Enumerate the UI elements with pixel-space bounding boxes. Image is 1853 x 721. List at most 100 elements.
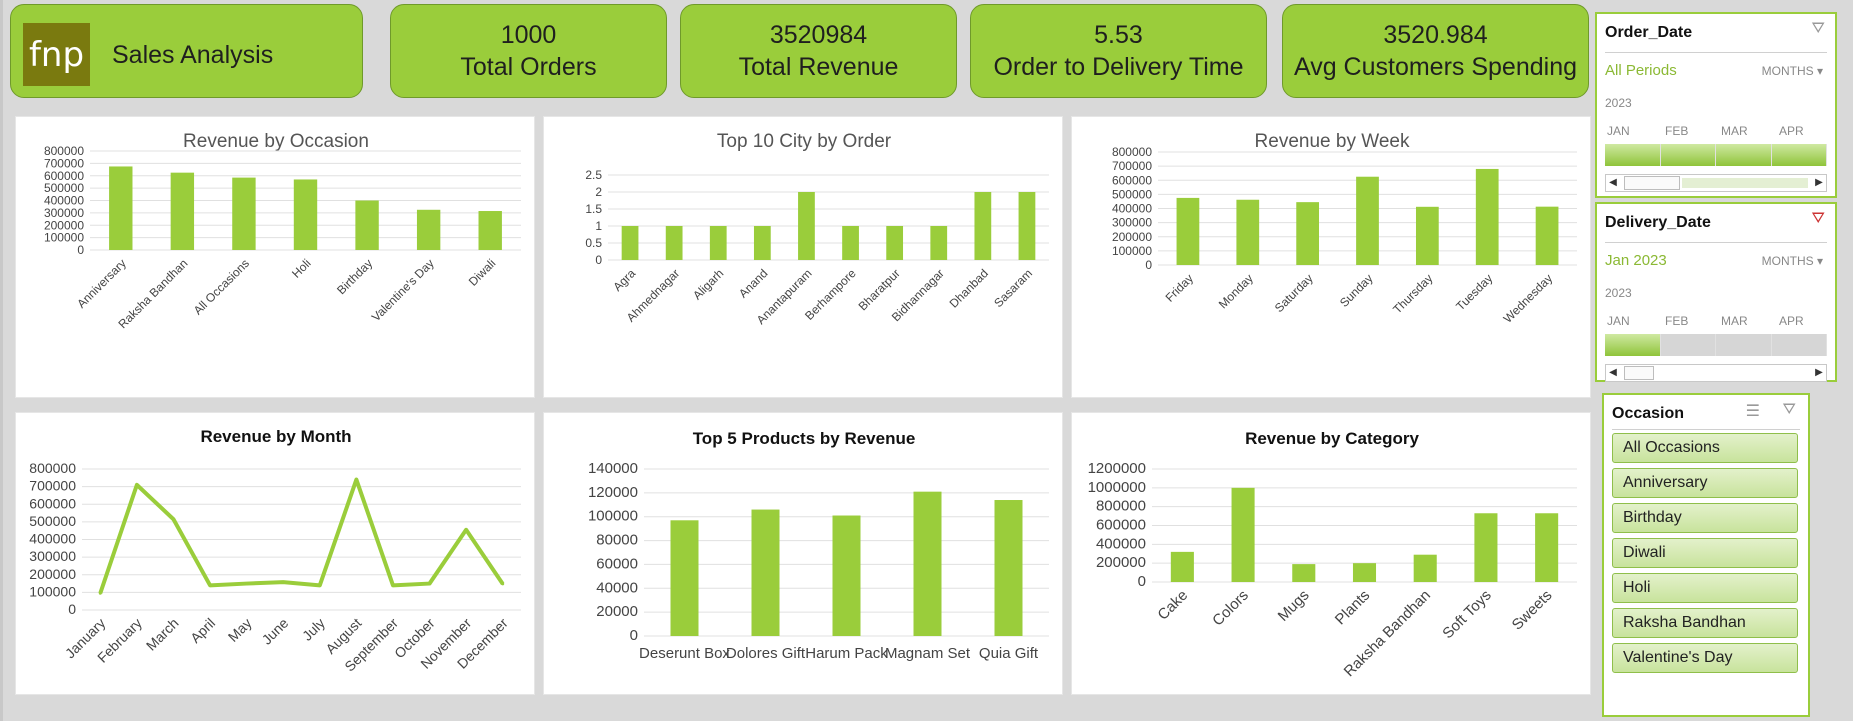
- bar: [753, 226, 771, 260]
- y-tick-label: 80000: [596, 532, 638, 549]
- x-tick-label: Sunday: [1337, 271, 1376, 310]
- delivery-date-slicer[interactable]: Delivery_Date ⛛ Jan 2023 MONTHS ▾ 2023 J…: [1595, 202, 1837, 382]
- y-tick-label: 100000: [1112, 244, 1152, 258]
- scroll-right-icon[interactable]: ▶: [1815, 367, 1823, 378]
- time-level-dropdown[interactable]: MONTHS ▾: [1762, 64, 1823, 78]
- x-tick-label: Tuesday: [1453, 271, 1495, 313]
- bar: [1474, 513, 1498, 582]
- y-tick-label: 400000: [1096, 535, 1146, 552]
- x-tick-label: Sweets: [1509, 587, 1556, 634]
- bar: [1413, 554, 1437, 582]
- chart-revenue-by-week: Revenue by Week 0 100000 200000 300000 400000…: [1071, 116, 1591, 398]
- timeline-month-segment[interactable]: [1660, 334, 1715, 356]
- timeline-month-segment[interactable]: [1660, 144, 1715, 166]
- timeline-month-segment[interactable]: [1716, 144, 1771, 166]
- x-tick-label: March: [143, 615, 182, 654]
- occasion-item[interactable]: Birthday: [1612, 503, 1798, 533]
- data-point: [245, 582, 249, 586]
- clear-filter-icon[interactable]: ⛛: [1811, 20, 1825, 37]
- clear-filter-icon[interactable]: ⛛: [1782, 401, 1796, 418]
- timeline-scrollbar[interactable]: ◀ ▶: [1605, 174, 1827, 192]
- slicer-divider: [1605, 52, 1827, 53]
- timeline-month-segment[interactable]: [1605, 334, 1660, 356]
- order-date-slicer[interactable]: Order_Date ⛛ All Periods MONTHS ▾ 2023 J…: [1595, 12, 1837, 198]
- kpi-label: Total Revenue: [738, 53, 899, 81]
- x-tick-label: May: [225, 615, 255, 645]
- slicer-year: 2023: [1605, 286, 1632, 300]
- data-point: [318, 583, 322, 587]
- y-tick-label: 0: [77, 243, 84, 257]
- data-point: [171, 517, 175, 521]
- bar: [293, 179, 318, 250]
- chart-revenue-by-month: Revenue by Month 0 100000 200000 300000 40000…: [15, 412, 535, 695]
- scroll-right-icon[interactable]: ▶: [1815, 177, 1823, 188]
- occasion-item[interactable]: Anniversary: [1612, 468, 1798, 498]
- x-tick-label: Mugs: [1275, 587, 1313, 625]
- month-label: FEB: [1665, 314, 1689, 328]
- y-tick-label: 1000000: [1088, 479, 1146, 496]
- bar: [913, 491, 942, 636]
- time-level-label: MONTHS: [1761, 254, 1814, 268]
- y-tick-label: 2.5: [585, 168, 602, 182]
- timeline-month-segment[interactable]: [1605, 144, 1660, 166]
- scroll-thumb[interactable]: [1624, 176, 1680, 190]
- bar: [1231, 487, 1255, 582]
- time-level-dropdown[interactable]: MONTHS ▾: [1762, 254, 1823, 268]
- timeline-month-segment[interactable]: [1771, 144, 1826, 166]
- data-point: [98, 591, 102, 595]
- y-tick-label: 200000: [29, 566, 76, 582]
- y-tick-label: 200000: [1112, 230, 1152, 244]
- scroll-left-icon[interactable]: ◀: [1609, 177, 1617, 188]
- y-tick-label: 0: [1145, 258, 1152, 272]
- bar: [355, 200, 379, 250]
- x-tick-label: Dhanbad: [947, 266, 991, 310]
- slicer-title: Order_Date: [1605, 24, 1693, 41]
- y-tick-label: 600000: [1096, 517, 1146, 534]
- occasion-slicer[interactable]: Occasion ☰ ⛛ All Occasions Anniversary B…: [1602, 393, 1810, 717]
- scroll-thumb[interactable]: [1624, 366, 1654, 380]
- y-tick-label: 1200000: [1088, 460, 1146, 477]
- timeline-scrollbar[interactable]: ◀ ▶: [1605, 364, 1827, 382]
- multi-select-icon[interactable]: ☰: [1745, 403, 1760, 420]
- bar: [232, 177, 256, 250]
- bar: [416, 209, 441, 250]
- timeline-bar[interactable]: [1605, 144, 1827, 166]
- chart-title: Top 5 Products by Revenue: [693, 429, 916, 448]
- y-tick-label: 140000: [588, 460, 638, 477]
- x-tick-label: June: [259, 615, 292, 648]
- timeline-month-segment[interactable]: [1771, 334, 1826, 356]
- bar: [170, 172, 195, 250]
- kpi-total-orders: 1000 Total Orders: [390, 4, 667, 98]
- occasion-item[interactable]: All Occasions: [1612, 433, 1798, 463]
- y-tick-label: 600000: [1112, 173, 1152, 187]
- kpi-value: 5.53: [1094, 21, 1143, 49]
- x-tick-label: All Occasions: [191, 256, 252, 317]
- timeline-bar[interactable]: [1605, 334, 1827, 356]
- occasion-item[interactable]: Holi: [1612, 573, 1798, 603]
- y-tick-label: 500000: [44, 181, 84, 195]
- x-tick-label: Saturday: [1272, 271, 1316, 315]
- slicer-year: 2023: [1605, 96, 1632, 110]
- data-point: [391, 583, 395, 587]
- timeline-month-segment[interactable]: [1716, 334, 1771, 356]
- x-tick-label: Monday: [1216, 271, 1256, 311]
- clear-filter-active-icon[interactable]: ⛛: [1811, 210, 1825, 227]
- data-point: [208, 583, 212, 587]
- scroll-left-icon[interactable]: ◀: [1609, 367, 1617, 378]
- chart-title: Top 10 City by Order: [717, 131, 892, 152]
- x-tick-label: Friday: [1163, 271, 1196, 304]
- x-tick-label: Sasaram: [991, 266, 1035, 310]
- logo-text: fnp: [28, 34, 85, 75]
- y-tick-label: 300000: [1112, 216, 1152, 230]
- y-tick-label: 40000: [596, 579, 638, 596]
- slicer-divider: [1612, 429, 1800, 430]
- bar: [709, 226, 727, 260]
- occasion-item[interactable]: Diwali: [1612, 538, 1798, 568]
- occasion-item[interactable]: Raksha Bandhan: [1612, 608, 1798, 638]
- chart-title: Revenue by Week: [1255, 131, 1410, 152]
- month-label: MAR: [1721, 124, 1748, 138]
- y-tick-label: 100000: [44, 231, 84, 245]
- occasion-item[interactable]: Valentine's Day: [1612, 643, 1798, 673]
- kpi-label: Total Orders: [460, 53, 597, 81]
- bar: [798, 192, 815, 260]
